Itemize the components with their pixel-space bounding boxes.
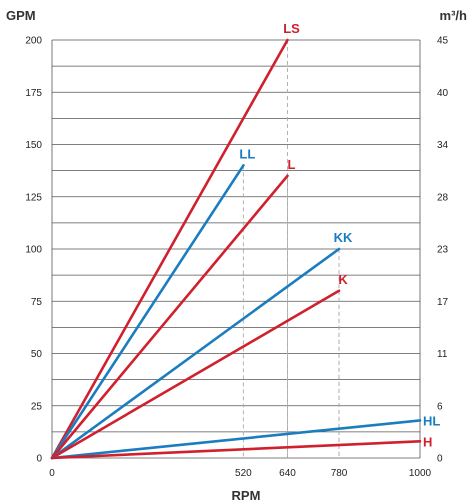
- y2-tick-label: 17: [437, 297, 449, 308]
- grid: [51, 39, 421, 459]
- guide-lines: [242, 40, 340, 458]
- series-label-l: L: [288, 157, 296, 172]
- series-label-ls: LS: [283, 21, 300, 36]
- y2-tick-label: 28: [437, 192, 449, 203]
- series-label-h: H: [423, 434, 432, 449]
- y2-tick-label: 6: [437, 401, 443, 412]
- y-tick-label: 125: [25, 192, 42, 203]
- series-label-k: K: [338, 272, 348, 287]
- y-tick-label: 200: [25, 36, 42, 47]
- series-label-ll: LL: [239, 146, 255, 161]
- tick-labels: 0 25 50 75 100 125 150 175 200 0 6 11 17 23 28 34 40 45 0 5…: [25, 36, 448, 480]
- series-label-kk: KK: [334, 230, 353, 245]
- y2-tick-label: 23: [437, 245, 449, 256]
- y-tick-label: 0: [36, 454, 42, 465]
- y2-tick-label: 34: [437, 140, 449, 151]
- y-tick-label: 50: [31, 349, 43, 360]
- x-tick-label: 1000: [409, 468, 432, 479]
- series-line-l: [50, 174, 289, 460]
- y2-tick-label: 40: [437, 88, 449, 99]
- y2-tick-label: 11: [437, 349, 448, 360]
- x-tick-label: 640: [279, 468, 296, 479]
- y-tick-label: 175: [25, 88, 42, 99]
- y-axis-label: GPM: [6, 8, 36, 23]
- series-line-h: [50, 439, 422, 460]
- y-tick-label: 75: [31, 297, 43, 308]
- series-line-kk: [50, 247, 341, 460]
- series-line-ll: [50, 164, 245, 460]
- series-line-hl: [50, 419, 422, 460]
- x-tick-label: 0: [49, 468, 55, 479]
- y-tick-label: 25: [31, 401, 43, 412]
- y2-tick-label: 45: [437, 36, 449, 47]
- y2-axis-label: m³/h: [440, 8, 468, 23]
- y2-tick-label: 0: [437, 454, 443, 465]
- x-tick-label: 520: [235, 468, 252, 479]
- x-axis-label: RPM: [232, 488, 261, 503]
- x-tick-label: 780: [331, 468, 348, 479]
- series-line-k: [50, 289, 341, 460]
- series-line-ls: [50, 38, 289, 460]
- series-label-hl: HL: [423, 413, 440, 428]
- y-tick-label: 150: [25, 140, 42, 151]
- series-lines: [50, 38, 422, 460]
- y-tick-label: 100: [25, 245, 42, 256]
